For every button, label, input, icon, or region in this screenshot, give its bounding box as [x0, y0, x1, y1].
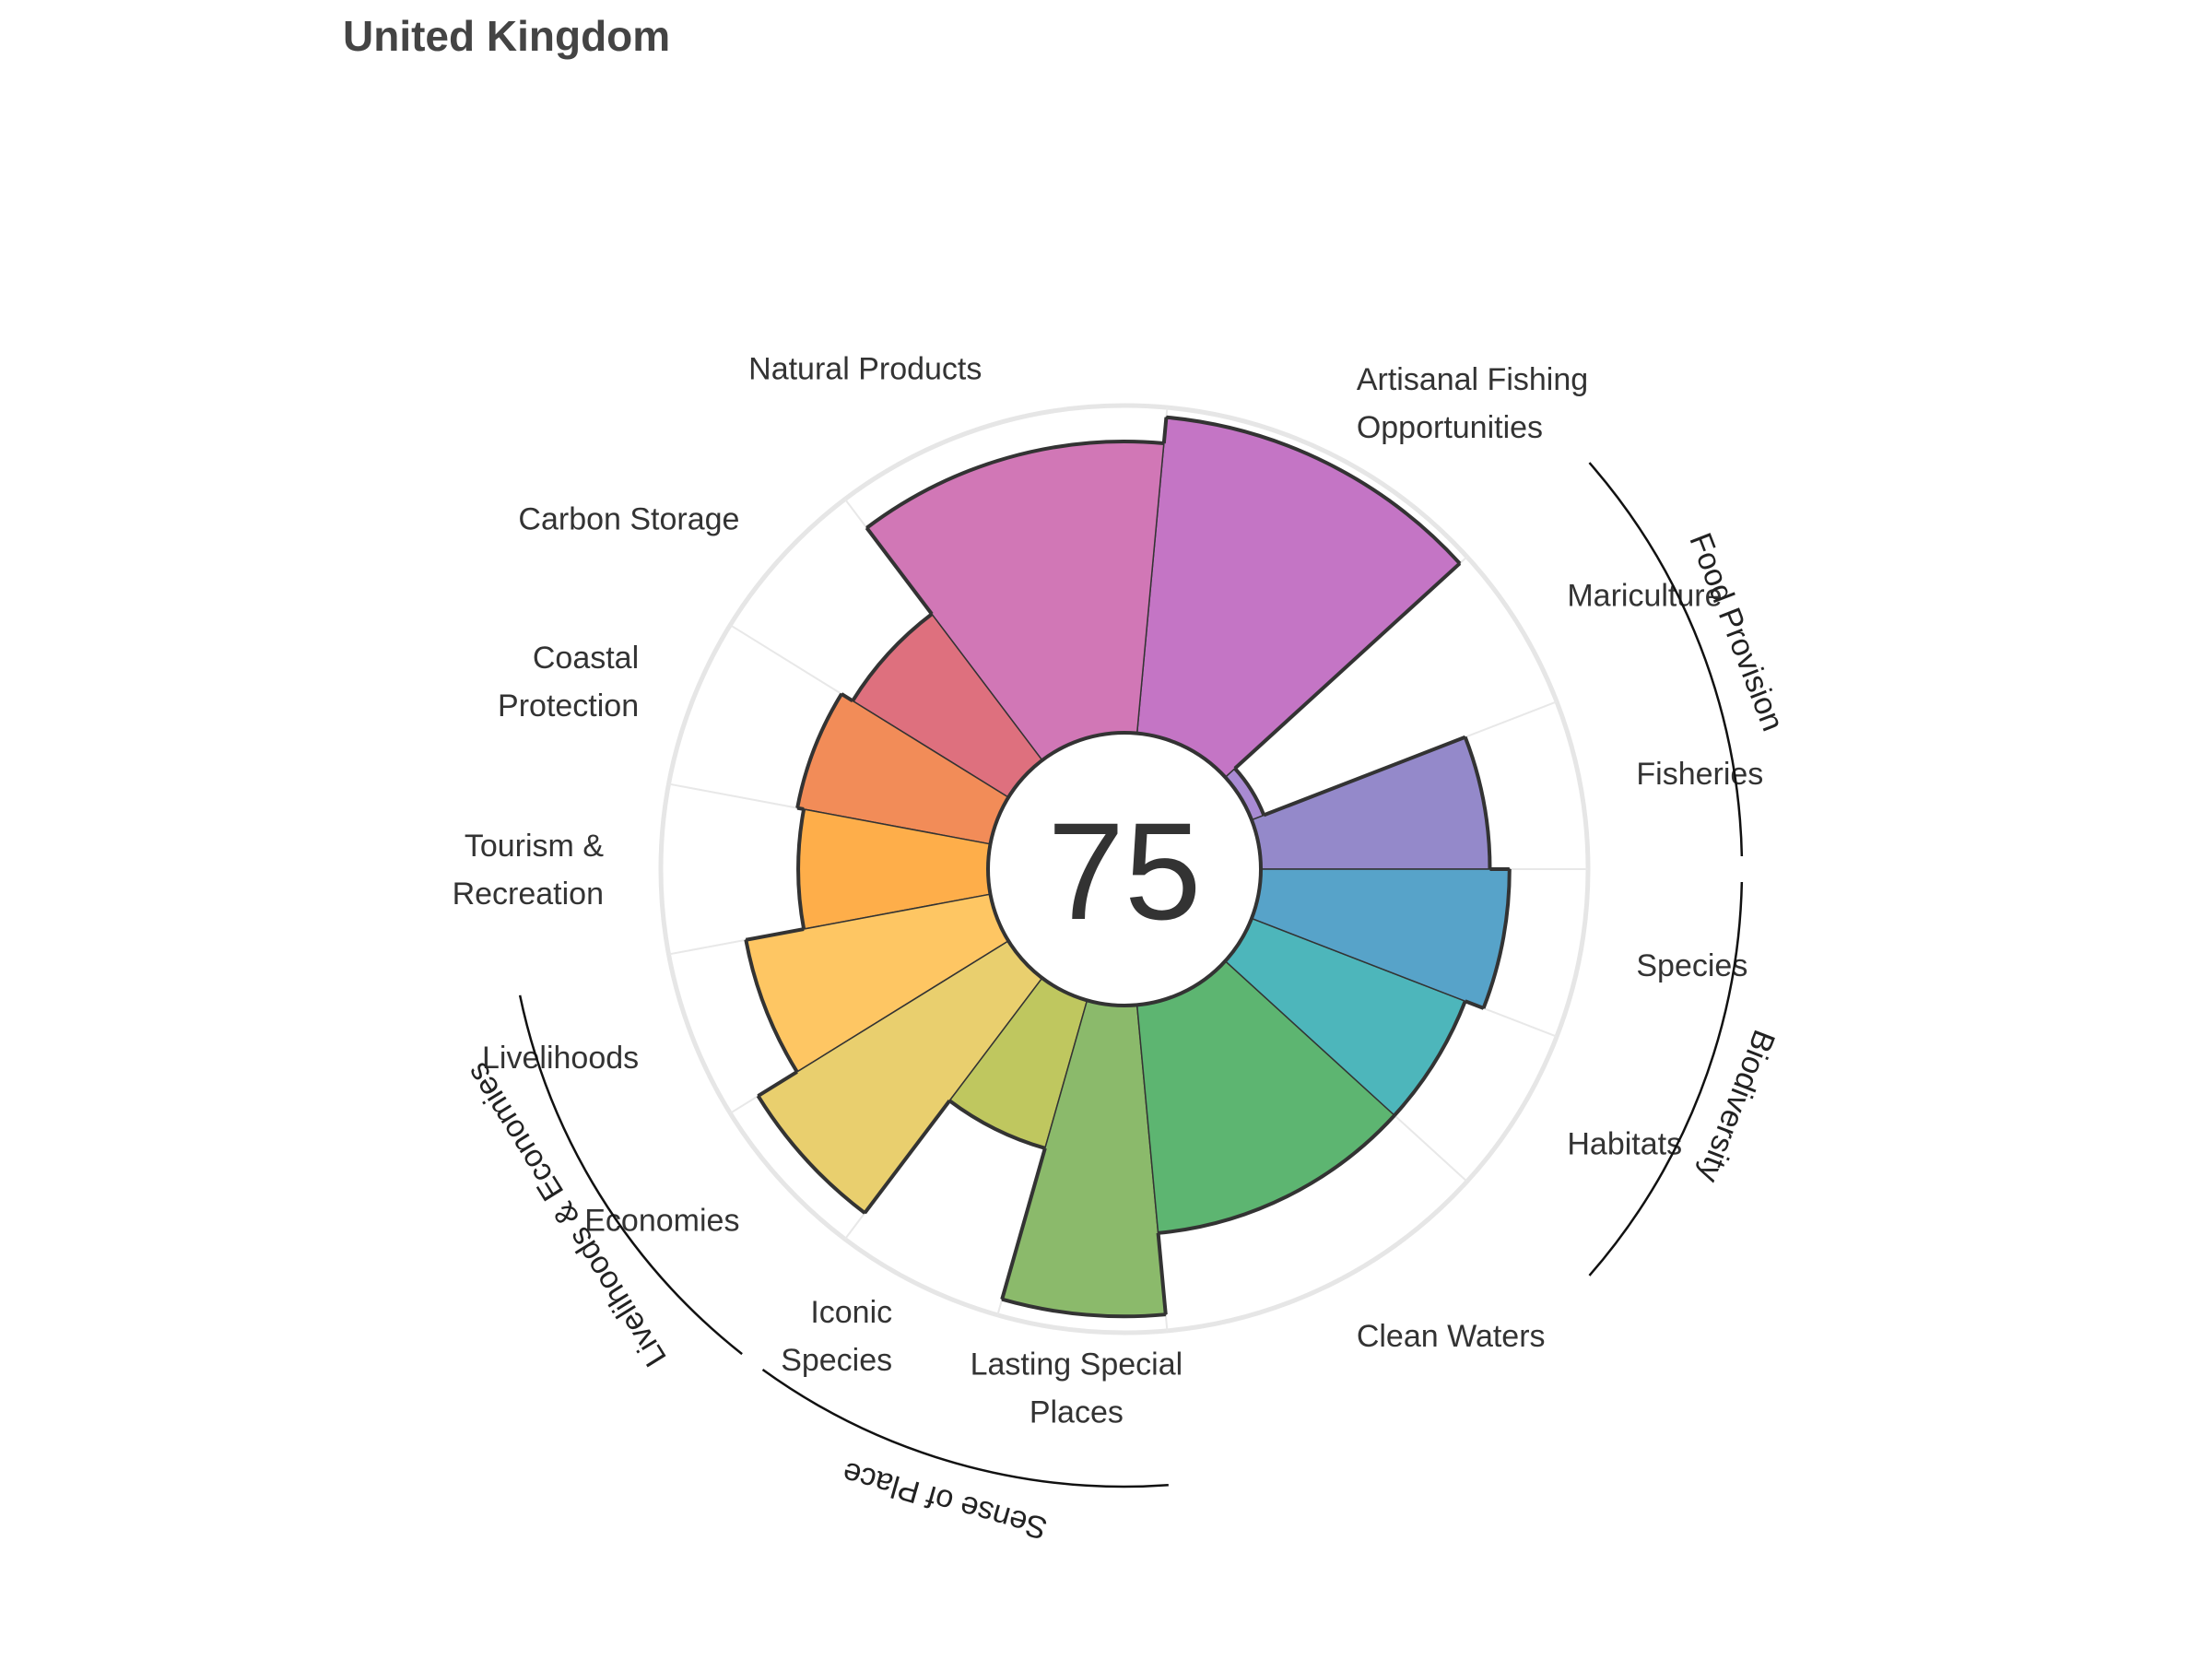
goal-label-economies: Economies	[584, 1204, 739, 1239]
petal-step	[745, 927, 805, 942]
goal-label-line: Artisanal Fishing	[1357, 362, 1588, 397]
petal-edge	[1001, 1297, 1166, 1319]
petal-step	[1000, 1147, 1047, 1300]
petal-step	[796, 806, 805, 811]
petal-edge	[744, 939, 799, 1073]
petal-step	[757, 1070, 798, 1098]
goal-label-line: Coastal	[533, 641, 639, 676]
goal-label-carbon_storage: Carbon Storage	[518, 501, 739, 536]
group-arc	[1588, 882, 1744, 1277]
petal-edge	[1463, 736, 1492, 870]
group-arc	[518, 994, 743, 1356]
group-label: Sense of Place	[839, 1454, 1051, 1546]
goal-label-livelihoods: Livelihoods	[482, 1041, 639, 1076]
goal-label-line: Species	[1636, 948, 1747, 983]
goal-label-line: Economies	[584, 1204, 739, 1239]
goal-label-line: Livelihoods	[482, 1041, 639, 1076]
goal-label-line: Recreation	[453, 877, 604, 912]
petal-step	[1156, 1232, 1168, 1315]
goal-label-tourism_recreation: Tourism & Recreation	[453, 829, 605, 912]
petal-edge	[796, 808, 806, 930]
petal-edge	[1233, 767, 1266, 817]
goal-label-line: Clean Waters	[1357, 1319, 1546, 1354]
petal-step	[863, 1100, 951, 1215]
petal-edge	[948, 1099, 1046, 1150]
petal-edge	[1481, 868, 1512, 1009]
goal-label-line: Species	[781, 1343, 892, 1378]
goal-label-coastal_protection: Coastal Protection	[498, 641, 639, 724]
goal-label-line: Mariculture	[1567, 579, 1722, 614]
petal-artisanal_fishing	[1135, 416, 1461, 779]
petal-step	[1263, 735, 1466, 818]
goal-label-habitats: Habitats	[1567, 1126, 1682, 1161]
petal-edge	[1158, 1113, 1396, 1235]
goal-label-lasting_special_places: Lasting Special Places	[971, 1347, 1183, 1430]
goal-label-clean_waters: Clean Waters	[1357, 1319, 1546, 1354]
petal-fisheries	[1251, 735, 1491, 870]
petal-edge	[756, 1095, 866, 1215]
petal-edge	[1166, 415, 1462, 565]
petal-step	[841, 692, 854, 703]
goal-label-fisheries: Fisheries	[1636, 757, 1763, 792]
goal-label-line: Opportunities	[1357, 410, 1543, 445]
goal-label-line: Fisheries	[1636, 757, 1763, 792]
goal-label-line: Habitats	[1567, 1126, 1682, 1161]
petal-edge	[1393, 1000, 1467, 1117]
group-label: Food Provision	[1682, 528, 1790, 735]
petal-edge	[795, 692, 843, 809]
petal-edge	[851, 612, 934, 702]
overall-score: 75	[1048, 794, 1202, 948]
goal-label-line: Places	[1030, 1395, 1124, 1430]
goal-label-artisanal_fishing: Artisanal Fishing Opportunities	[1357, 362, 1588, 445]
chart-title: United Kingdom	[343, 12, 671, 60]
goal-label-line: Tourism &	[465, 829, 604, 864]
score-center-disc	[986, 731, 1263, 1007]
goal-label-line: Lasting Special	[971, 1347, 1183, 1382]
group-arc	[1588, 462, 1744, 856]
petals	[744, 415, 1512, 1319]
goal-label-mariculture: Mariculture	[1567, 579, 1722, 614]
petal-step	[1233, 561, 1462, 771]
petal-step	[1161, 417, 1169, 444]
goal-labels: Fisheries Mariculture Artisanal Fishing Opp…	[453, 352, 1764, 1430]
goal-label-iconic_species: Iconic Species	[781, 1295, 892, 1378]
group-arc	[761, 1368, 1169, 1488]
goal-label-line: Carbon Storage	[518, 501, 739, 536]
goal-label-line: Natural Products	[748, 352, 982, 387]
petal-edge	[865, 440, 1164, 530]
goal-label-line: Protection	[498, 688, 639, 724]
petal-step	[865, 526, 934, 616]
petal-step	[1465, 999, 1485, 1010]
group-label: Biodiversity	[1691, 1025, 1782, 1187]
goal-label-species: Species	[1636, 948, 1747, 983]
goal-label-line: Iconic	[810, 1295, 892, 1330]
goal-label-natural_products: Natural Products	[748, 352, 982, 387]
